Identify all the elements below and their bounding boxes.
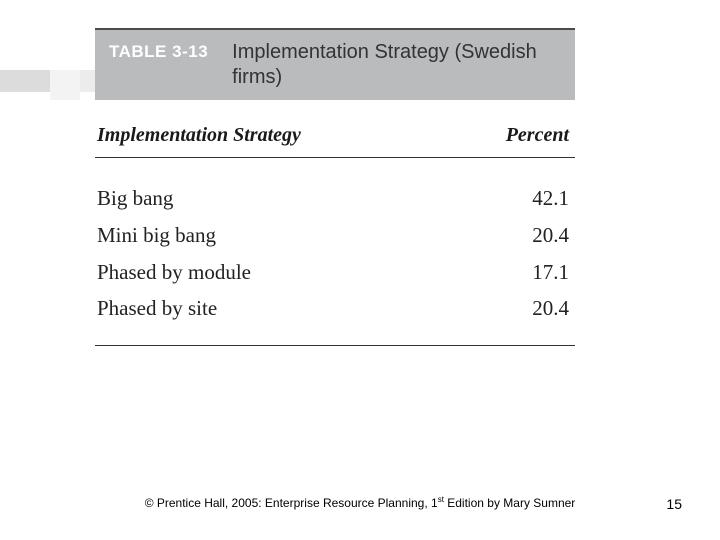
table-row: Phased by module 17.1: [97, 254, 569, 291]
cell-strategy: Phased by module: [97, 254, 251, 291]
column-header-strategy: Implementation Strategy: [97, 124, 301, 147]
column-header-percent: Percent: [506, 124, 569, 147]
cell-percent: 17.1: [509, 254, 569, 291]
table-label: TABLE 3-13: [109, 42, 208, 62]
cell-percent: 20.4: [509, 290, 569, 327]
citation-text-prefix: © Prentice Hall, 2005: Enterprise Resour…: [145, 496, 438, 510]
page-number: 15: [666, 496, 682, 512]
cell-strategy: Phased by site: [97, 290, 217, 327]
footer-citation: © Prentice Hall, 2005: Enterprise Resour…: [0, 495, 720, 510]
table-column-headers: Implementation Strategy Percent: [95, 100, 575, 158]
table-title: Implementation Strategy (Swedish firms): [232, 40, 561, 90]
table-body: Big bang 42.1 Mini big bang 20.4 Phased …: [95, 158, 575, 346]
cell-strategy: Mini big bang: [97, 217, 216, 254]
decorative-bar: [0, 70, 50, 92]
citation-text-suffix: Edition by Mary Sumner: [444, 496, 575, 510]
table-row: Phased by site 20.4: [97, 290, 569, 327]
table-title-banner: TABLE 3-13 Implementation Strategy (Swed…: [95, 28, 575, 100]
cell-strategy: Big bang: [97, 180, 173, 217]
cell-percent: 20.4: [509, 217, 569, 254]
table-row: Mini big bang 20.4: [97, 217, 569, 254]
slide: TABLE 3-13 Implementation Strategy (Swed…: [0, 0, 720, 540]
table-row: Big bang 42.1: [97, 180, 569, 217]
cell-percent: 42.1: [509, 180, 569, 217]
table-3-13: TABLE 3-13 Implementation Strategy (Swed…: [95, 28, 575, 346]
decorative-square: [50, 70, 80, 100]
